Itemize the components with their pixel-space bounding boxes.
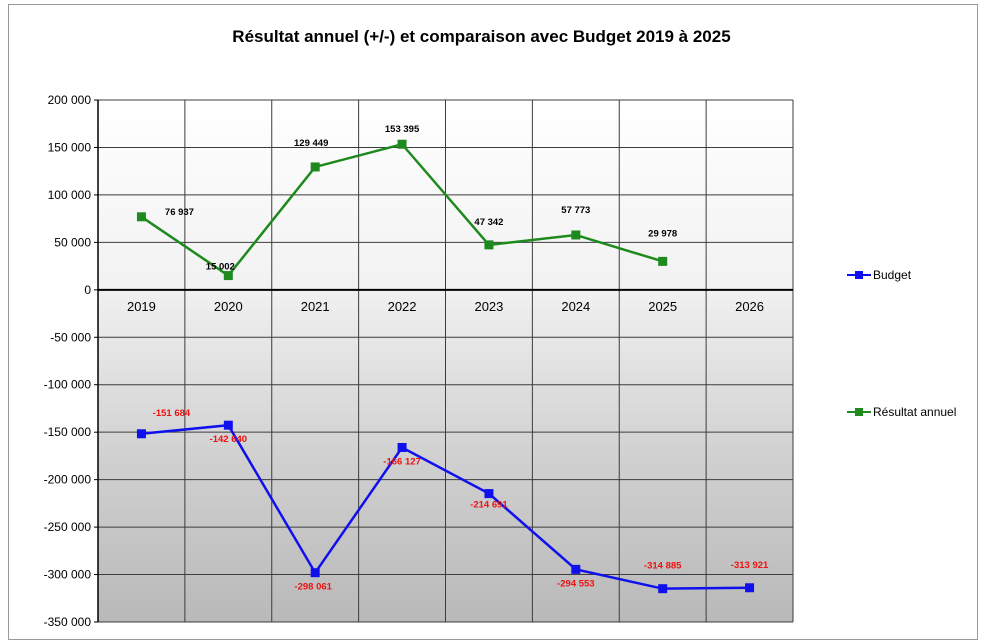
series-line-budget bbox=[141, 423, 750, 590]
data-point-r-sultat-annuel bbox=[658, 256, 668, 266]
data-label-budget: -314 885 bbox=[644, 561, 682, 572]
legend-swatch-resultat bbox=[847, 407, 871, 417]
y-tick-label: 100 000 bbox=[48, 188, 92, 202]
data-label-r-sultat-annuel: 76 937 bbox=[165, 207, 194, 218]
data-label-budget: -151 684 bbox=[153, 408, 191, 419]
y-tick-label: -250 000 bbox=[44, 520, 92, 534]
data-label-r-sultat-annuel: 129 449 bbox=[294, 138, 328, 149]
x-tick-label: 2023 bbox=[474, 299, 503, 314]
data-point-r-sultat-annuel bbox=[223, 271, 233, 281]
legend-label-budget: Budget bbox=[873, 268, 912, 282]
legend-item-resultat: Résultat annuel bbox=[847, 405, 956, 419]
line-chart: 200 000 150 000 100 000 50 000 0 -50 000 -100 … bbox=[44, 93, 794, 629]
data-point-r-sultat-annuel bbox=[136, 212, 146, 222]
y-tick-label: 200 000 bbox=[48, 93, 92, 107]
data-point-budget bbox=[310, 568, 320, 578]
y-tick-label: 0 bbox=[84, 283, 91, 297]
data-label-budget: -166 127 bbox=[383, 456, 421, 467]
data-label-r-sultat-annuel: 57 773 bbox=[561, 205, 590, 216]
data-point-r-sultat-annuel bbox=[310, 162, 320, 172]
data-point-budget bbox=[571, 564, 581, 574]
data-label-budget: -298 061 bbox=[294, 582, 332, 593]
x-tick-label: 2025 bbox=[648, 299, 677, 314]
y-tick-label: -300 000 bbox=[44, 568, 92, 582]
data-label-budget: -142 640 bbox=[210, 434, 248, 445]
data-point-r-sultat-annuel bbox=[571, 230, 581, 240]
legend-swatch-budget bbox=[847, 270, 871, 280]
chart-frame: Résultat annuel (+/-) et comparaison ave… bbox=[8, 4, 978, 640]
chart-title: Résultat annuel (+/-) et comparaison ave… bbox=[232, 27, 731, 46]
x-tick-label: 2026 bbox=[735, 299, 764, 314]
y-tick-label: -350 000 bbox=[44, 615, 92, 629]
x-tick-label: 2020 bbox=[214, 299, 243, 314]
data-label-r-sultat-annuel: 29 978 bbox=[648, 228, 677, 239]
data-point-budget bbox=[658, 584, 668, 594]
y-tick-label: -200 000 bbox=[44, 473, 92, 487]
data-point-budget bbox=[484, 489, 494, 499]
x-tick-label: 2022 bbox=[388, 299, 417, 314]
data-label-r-sultat-annuel: 15 002 bbox=[206, 262, 235, 273]
data-label-budget: -214 691 bbox=[470, 500, 508, 511]
y-tick-label: -50 000 bbox=[50, 330, 91, 344]
data-point-budget bbox=[745, 583, 755, 593]
y-tick-label: -150 000 bbox=[44, 425, 92, 439]
data-point-budget bbox=[136, 429, 146, 439]
data-label-budget: -313 921 bbox=[731, 560, 769, 571]
legend-label-resultat: Résultat annuel bbox=[873, 405, 957, 419]
data-label-r-sultat-annuel: 47 342 bbox=[474, 217, 503, 228]
data-point-budget bbox=[397, 442, 407, 452]
x-tick-label: 2021 bbox=[301, 299, 330, 314]
data-label-budget: -294 553 bbox=[557, 578, 595, 589]
data-label-r-sultat-annuel: 153 395 bbox=[385, 124, 420, 135]
y-tick-label: -100 000 bbox=[44, 378, 92, 392]
y-tick-label: 150 000 bbox=[48, 140, 92, 154]
x-tick-label: 2019 bbox=[127, 299, 156, 314]
data-point-budget bbox=[223, 420, 233, 430]
data-point-r-sultat-annuel bbox=[397, 139, 407, 149]
y-tick-label: 50 000 bbox=[54, 235, 91, 249]
x-tick-label: 2024 bbox=[561, 299, 590, 314]
legend-item-budget: Budget bbox=[847, 268, 911, 282]
data-point-r-sultat-annuel bbox=[484, 240, 494, 250]
